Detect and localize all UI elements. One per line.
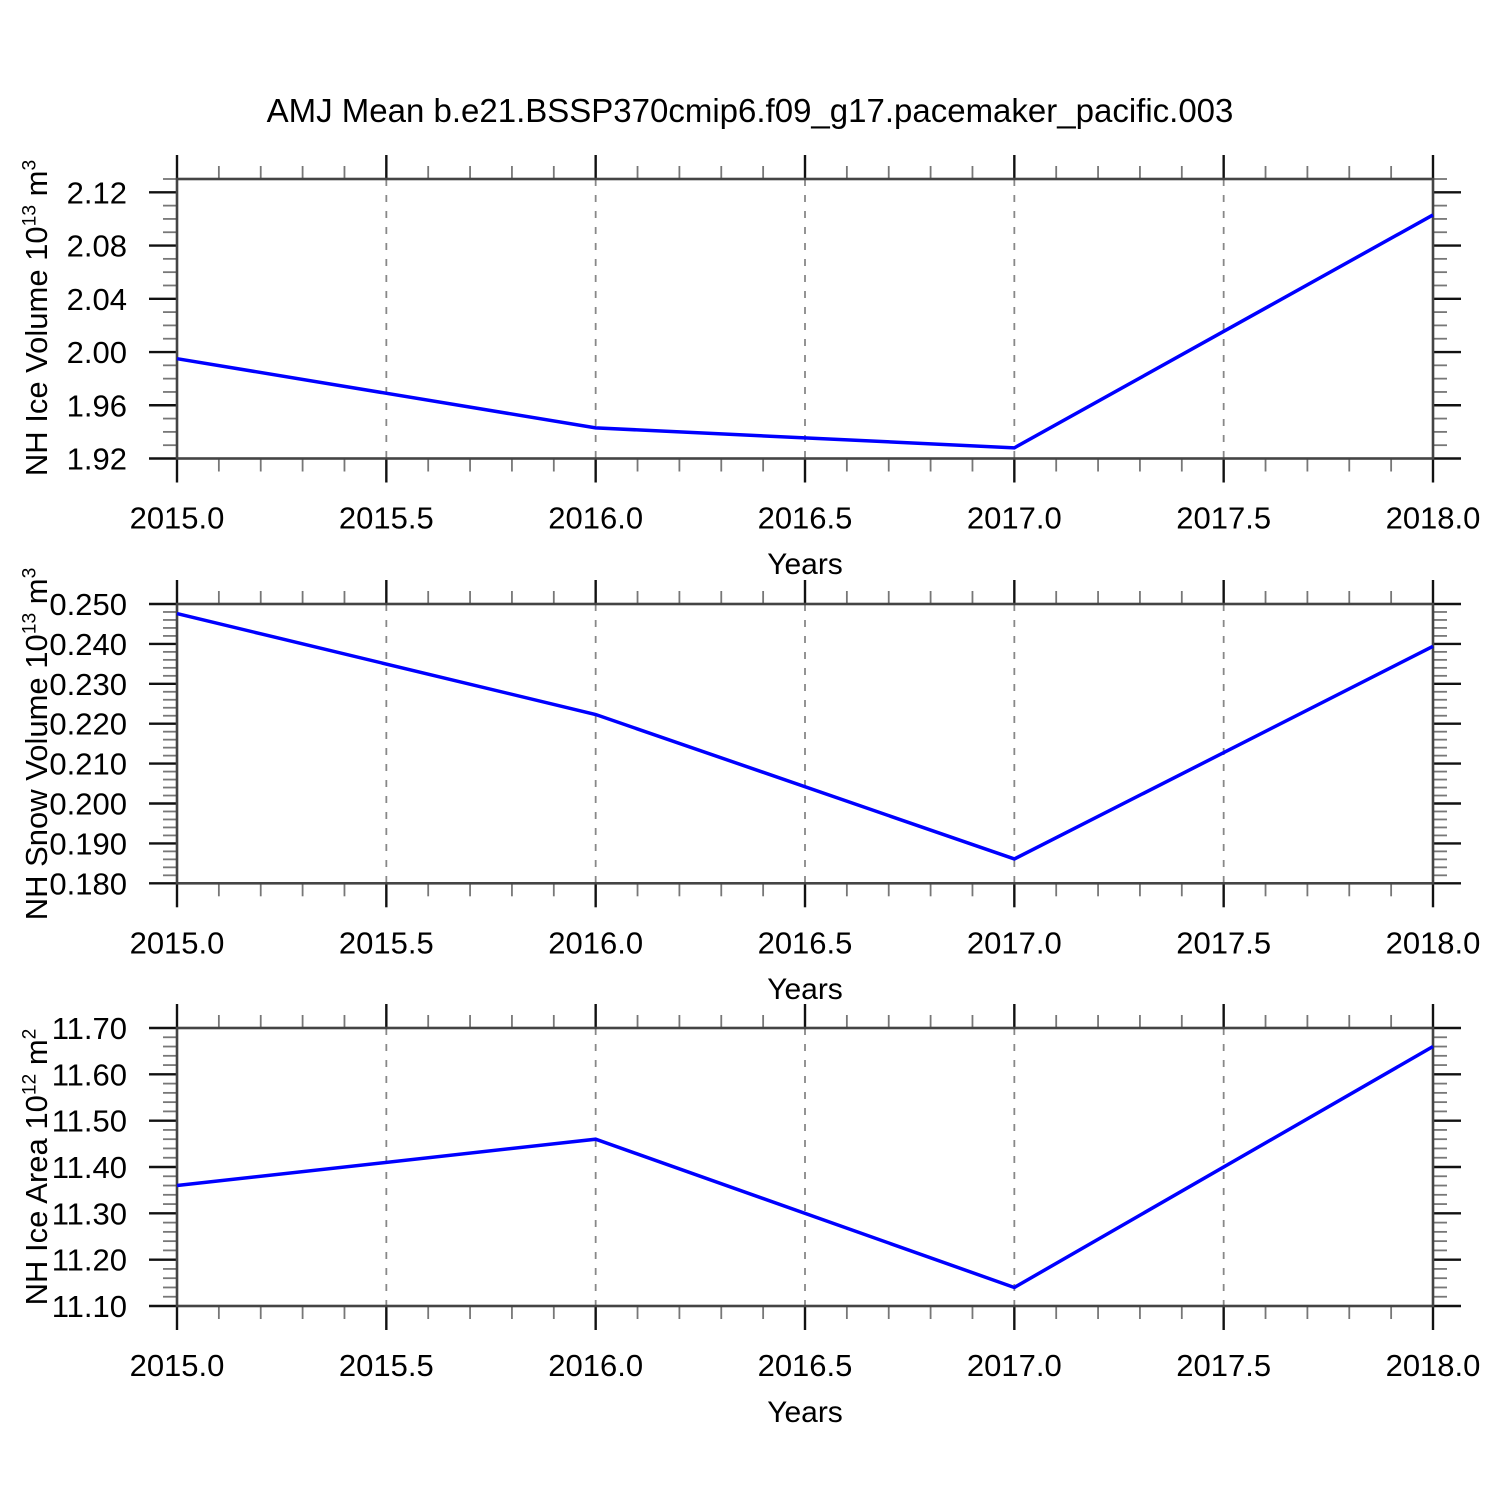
plot-frame xyxy=(175,177,1435,460)
x-axis-label: Years xyxy=(767,1396,843,1429)
y-tick-label: 11.60 xyxy=(52,1057,127,1092)
y-tick-label: 0.210 xyxy=(49,747,127,782)
data-line xyxy=(176,611,1434,861)
x-tick-label: 2016.5 xyxy=(758,501,853,536)
x-tick-label: 2015.0 xyxy=(130,501,225,536)
y-tick-label: 11.10 xyxy=(52,1289,127,1324)
x-tick-label: 2017.5 xyxy=(1176,501,1271,536)
y-tick-label: 11.20 xyxy=(52,1243,127,1278)
x-tick-label: 2017.0 xyxy=(967,501,1062,536)
x-tick-label: 2015.5 xyxy=(339,925,434,960)
x-axis-label: Years xyxy=(767,973,843,1006)
x-tick-label: 2016.5 xyxy=(758,925,853,960)
x-tick-label: 2016.0 xyxy=(548,925,643,960)
x-tick-label: 2018.0 xyxy=(1386,501,1481,536)
y-tick-label: 0.230 xyxy=(49,667,127,702)
x-tick-label: 2016.5 xyxy=(758,1348,853,1383)
y-tick-label: 2.08 xyxy=(67,229,127,264)
y-tick-label: 11.70 xyxy=(52,1011,127,1046)
plot-panel-ice-area: 2015.0 2015.5 2016.0 2016.5 2017.0 2017.5 2018… xyxy=(52,1004,1480,1383)
x-tick-label: 2016.0 xyxy=(548,1348,643,1383)
y-tick-label: 2.12 xyxy=(67,175,127,210)
y-axis-label-unit-exponent: 3 xyxy=(19,567,41,579)
y-tick-label: 1.96 xyxy=(67,388,127,423)
y-tick-label: 0.220 xyxy=(49,707,127,742)
plot-panel-snow-volume: 2015.0 2015.5 2016.0 2016.5 2017.0 2017.5 2018… xyxy=(49,580,1480,960)
figure-title: AMJ Mean b.e21.BSSP370cmip6.f09_g17.pace… xyxy=(266,92,1234,129)
plot-panel-ice-volume: 2015.0 2015.5 2016.0 2016.5 2017.0 2017.5 2018… xyxy=(67,155,1480,536)
x-tick-label: 2015.5 xyxy=(339,1348,434,1383)
x-tick-label: 2017.0 xyxy=(967,1348,1062,1383)
y-axis-label-unit-exponent: 3 xyxy=(19,159,41,171)
y-tick-label: 11.30 xyxy=(52,1196,127,1231)
y-tick-label: 0.240 xyxy=(49,627,127,662)
data-line xyxy=(176,1045,1434,1290)
y-tick-label: 2.00 xyxy=(67,335,127,370)
x-tick-label: 2015.5 xyxy=(339,501,434,536)
x-tick-label: 2018.0 xyxy=(1386,1348,1481,1383)
y-tick-label: 0.180 xyxy=(49,866,127,901)
y-tick-label: 0.250 xyxy=(49,587,127,622)
y-tick-label: 11.50 xyxy=(52,1104,127,1139)
x-tick-label: 2017.5 xyxy=(1176,925,1271,960)
y-tick-label: 11.40 xyxy=(52,1150,127,1185)
x-tick-label: 2017.0 xyxy=(967,925,1062,960)
x-tick-label: 2016.0 xyxy=(548,501,643,536)
y-tick-label: 0.190 xyxy=(49,826,127,861)
x-axis-label: Years xyxy=(767,548,843,581)
x-tick-label: 2015.0 xyxy=(130,1348,225,1383)
x-tick-label: 2017.5 xyxy=(1176,1348,1271,1383)
plot-frame xyxy=(175,602,1435,885)
y-tick-label: 1.92 xyxy=(67,442,127,477)
data-line xyxy=(176,213,1434,450)
x-tick-label: 2018.0 xyxy=(1386,925,1481,960)
x-tick-label: 2015.0 xyxy=(130,925,225,960)
plot-frame xyxy=(175,1026,1435,1308)
y-tick-label: 2.04 xyxy=(67,282,127,317)
y-tick-label: 0.200 xyxy=(49,787,127,822)
